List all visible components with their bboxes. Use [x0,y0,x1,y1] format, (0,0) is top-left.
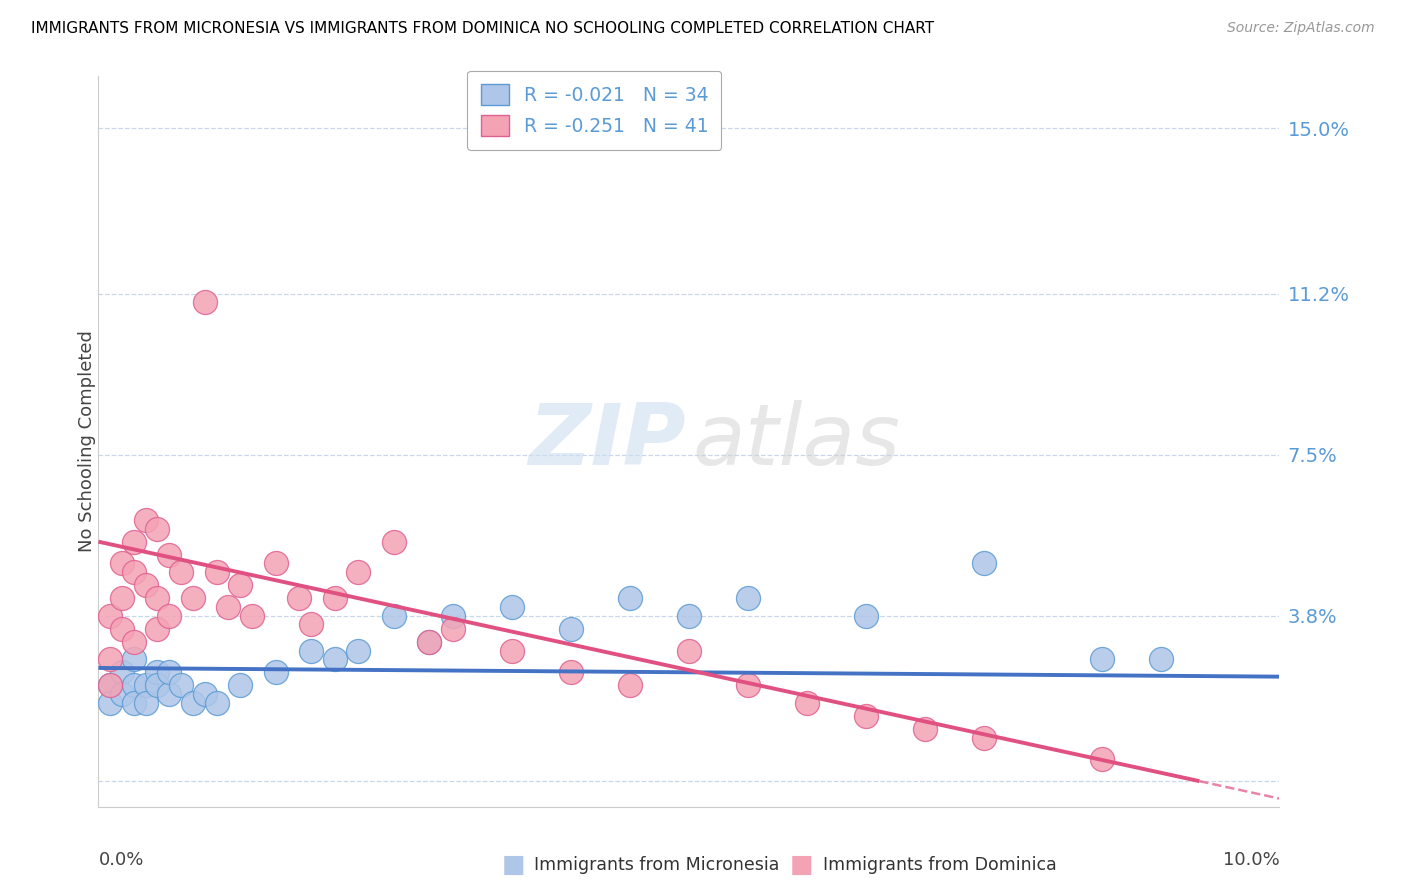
Point [194,295,217,310]
Point [122,565,145,579]
Text: ■: ■ [790,854,813,877]
Point [418,635,440,649]
Point [217,599,239,614]
Point [323,591,346,606]
Point [229,578,252,592]
Point [973,731,995,745]
Point [146,591,169,606]
Point [157,548,180,562]
Point [796,696,818,710]
Point [678,608,700,623]
Text: Immigrants from Dominica: Immigrants from Dominica [823,856,1056,874]
Point [98,696,121,710]
Point [441,608,464,623]
Text: ZIP: ZIP [527,400,685,483]
Point [501,643,523,657]
Point [122,534,145,549]
Point [122,652,145,666]
Point [1091,652,1114,666]
Point [240,608,263,623]
Point [323,652,346,666]
Point [560,622,582,636]
Point [1091,752,1114,766]
Point [98,608,121,623]
Point [111,665,134,680]
Point [229,678,252,692]
Point [855,608,877,623]
Text: 10.0%: 10.0% [1223,851,1279,869]
Point [347,643,370,657]
Point [441,622,464,636]
Point [181,591,204,606]
Point [111,591,134,606]
Point [170,678,193,692]
Point [146,622,169,636]
Point [347,565,370,579]
Text: ■: ■ [502,854,524,877]
Y-axis label: No Schooling Completed: No Schooling Completed [79,331,96,552]
Point [98,652,121,666]
Text: Immigrants from Micronesia: Immigrants from Micronesia [534,856,780,874]
Point [560,665,582,680]
Point [146,522,169,536]
Point [122,696,145,710]
Point [111,622,134,636]
Point [157,687,180,701]
Point [1150,652,1173,666]
Point [264,557,287,571]
Point [135,578,157,592]
Point [135,678,157,692]
Text: Source: ZipAtlas.com: Source: ZipAtlas.com [1227,21,1375,35]
Point [98,678,121,692]
Point [501,599,523,614]
Point [299,643,322,657]
Point [288,591,311,606]
Point [157,608,180,623]
Point [98,678,121,692]
Point [194,687,217,701]
Point [122,678,145,692]
Point [855,708,877,723]
Point [264,665,287,680]
Text: atlas: atlas [693,400,900,483]
Legend: R = -0.021   N = 34, R = -0.251   N = 41: R = -0.021 N = 34, R = -0.251 N = 41 [467,70,721,150]
Point [111,687,134,701]
Point [619,678,641,692]
Point [146,665,169,680]
Point [418,635,440,649]
Point [146,678,169,692]
Point [619,591,641,606]
Point [157,665,180,680]
Point [122,635,145,649]
Point [170,565,193,579]
Point [382,608,405,623]
Point [181,696,204,710]
Text: IMMIGRANTS FROM MICRONESIA VS IMMIGRANTS FROM DOMINICA NO SCHOOLING COMPLETED CO: IMMIGRANTS FROM MICRONESIA VS IMMIGRANTS… [31,21,934,36]
Point [382,534,405,549]
Point [737,678,759,692]
Point [914,722,936,736]
Point [135,696,157,710]
Point [737,591,759,606]
Point [205,696,228,710]
Text: 0.0%: 0.0% [98,851,143,869]
Point [111,557,134,571]
Point [973,557,995,571]
Point [678,643,700,657]
Point [205,565,228,579]
Point [299,617,322,632]
Point [135,513,157,527]
